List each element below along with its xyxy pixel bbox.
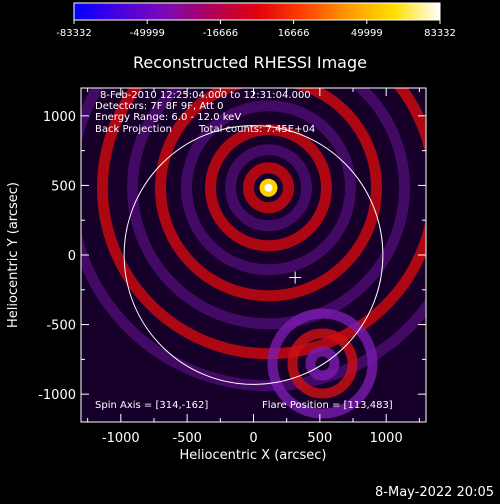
colorbar-tick-label: 83332 <box>424 28 456 39</box>
colorbar-tick-label: -49999 <box>129 28 164 39</box>
colorbar-ticks <box>73 20 441 24</box>
spin-axis-marker <box>289 271 302 284</box>
annotation-detectors: Detectors: 7F 8F 9F, Att 0 <box>95 101 223 112</box>
y-tick-label: -1000 <box>38 388 76 403</box>
heatmap-blobs <box>81 88 426 419</box>
x-tick-label: 0 <box>249 431 257 446</box>
y-tick-label: 500 <box>51 179 76 194</box>
annotation-spin-axis: Spin Axis = [314,-162] <box>95 400 208 411</box>
x-tick-label: 1000 <box>370 431 403 446</box>
colorbar: -83332 -49999 -16666 16666 49999 83332 <box>56 2 456 39</box>
x-axis-label: Heliocentric X (arcsec) <box>180 448 327 463</box>
y-tick-label: -500 <box>46 319 76 334</box>
annotation-flare-position: Flare Position = [113,483] <box>262 400 393 411</box>
y-tick-label: 1000 <box>43 110 76 125</box>
y-axis-label: Heliocentric Y (arcsec) <box>6 182 21 328</box>
annotation-counts: Total counts: 7.45E+04 <box>198 124 315 135</box>
footer-date: 8-May-2022 20:05 <box>375 485 494 500</box>
colorbar-labels: -83332 -49999 -16666 16666 49999 83332 <box>56 28 456 39</box>
flare-core-center <box>264 183 273 192</box>
ripple-ring <box>81 88 426 392</box>
ripple-ring <box>155 88 382 302</box>
annotations: 8-Feb-2010 12:25:04.000 to 12:31:04.000 … <box>95 90 393 411</box>
secondary-ripple <box>305 346 340 381</box>
annotation-method: Back Projection <box>95 124 172 135</box>
colorbar-tick-label: 16666 <box>278 28 310 39</box>
ripple-ring <box>180 100 356 276</box>
colorbar-tick-label: 49999 <box>351 28 383 39</box>
y-axis-ticks: 1000 500 0 -500 -1000 <box>38 110 426 403</box>
secondary-ripple <box>287 328 358 399</box>
ripple-ring <box>204 124 332 252</box>
x-tick-label: -500 <box>172 431 202 446</box>
x-tick-label: -1000 <box>102 431 140 446</box>
x-tick-label: 500 <box>307 431 332 446</box>
y-tick-label: 0 <box>68 249 76 264</box>
x-axis-ticks: -1000 -500 0 500 1000 <box>87 88 420 446</box>
colorbar-tick-label: -83332 <box>56 28 91 39</box>
colorbar-tick-label: -16666 <box>203 28 238 39</box>
ripple-ring <box>127 88 410 330</box>
chart-title: Reconstructed RHESSI Image <box>133 53 367 72</box>
annotation-time: 8-Feb-2010 12:25:04.000 to 12:31:04.000 <box>100 90 311 101</box>
ripple-ring <box>242 162 294 214</box>
heatmap-image <box>81 88 426 422</box>
ripple-ring <box>224 144 312 232</box>
solar-disk-circle <box>123 125 384 385</box>
secondary-ripple <box>267 308 378 419</box>
colorbar-rect <box>73 2 441 21</box>
annotation-energy: Energy Range: 6.0 - 12.0 keV <box>95 112 241 123</box>
